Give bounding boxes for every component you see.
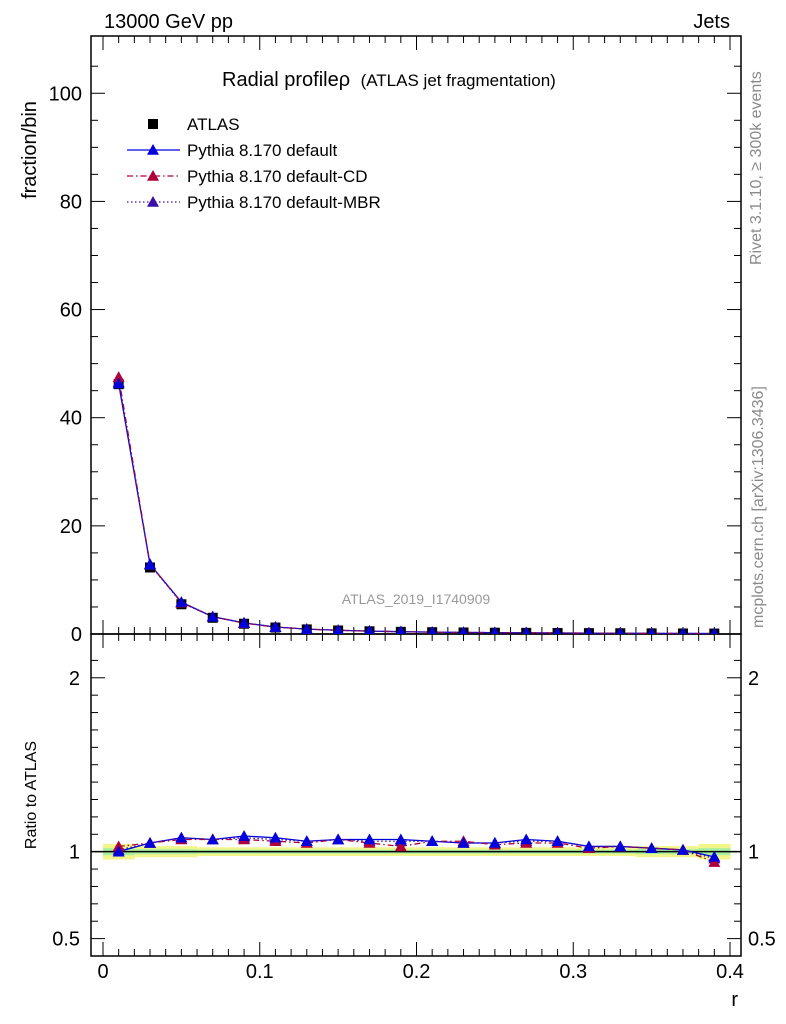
legend-marker-triangle xyxy=(147,196,159,207)
x-tick-label: 0.2 xyxy=(403,961,431,983)
mc-ratio-point xyxy=(332,833,345,845)
legend-label: ATLAS xyxy=(187,115,240,134)
mc-ratio-point xyxy=(582,840,595,852)
mc-ratio-point xyxy=(238,830,251,841)
series-line-ratio xyxy=(118,837,715,860)
y-tick-label: 20 xyxy=(60,516,82,538)
mc-data-point xyxy=(522,626,531,634)
mcplots-label: mcplots.cern.ch [arXiv:1306.3436] xyxy=(750,386,767,628)
mc-data-point xyxy=(616,627,625,634)
legend-marker-square xyxy=(148,119,158,129)
ratio-tick-label: 2 xyxy=(69,668,80,690)
mc-data-point xyxy=(647,627,656,634)
mc-ratio-point xyxy=(175,831,188,843)
mc-ratio-point xyxy=(144,836,157,848)
y-tick-label: 0 xyxy=(71,624,82,646)
ratio-tick-label: 0.5 xyxy=(52,929,80,951)
mc-data-point xyxy=(112,377,125,389)
mc-data-point xyxy=(112,371,125,382)
y-tick-label: 80 xyxy=(60,191,82,213)
mc-ratio-point xyxy=(457,836,470,848)
x-tick-label: 0.1 xyxy=(246,961,274,983)
mc-data-point xyxy=(175,596,188,607)
legend-marker-triangle xyxy=(147,170,159,181)
mc-ratio-point xyxy=(488,836,501,848)
mc-ratio-point xyxy=(300,835,313,847)
mc-ratio-point xyxy=(551,835,564,847)
rivet-label: Rivet 3.1.10, ≥ 300k events xyxy=(748,71,765,265)
mc-ratio-point xyxy=(676,843,689,855)
chart-title: Radial profileρ (ATLAS jet fragmentation… xyxy=(222,69,556,91)
legend-label: Pythia 8.170 default xyxy=(187,141,338,160)
ratio-axis-label: Ratio to ATLAS xyxy=(23,741,40,849)
mc-data-point xyxy=(396,625,406,634)
y-tick-label: 60 xyxy=(60,300,82,322)
mc-ratio-point xyxy=(520,833,533,845)
mc-ratio-point xyxy=(426,835,439,847)
mc-ratio-point xyxy=(394,840,407,852)
mc-data-point xyxy=(206,610,219,622)
legend: ATLAS Pythia 8.170 default Pythia 8.170 de… xyxy=(127,115,381,212)
ratio-tick-label: 1 xyxy=(69,842,80,864)
series-line-main xyxy=(118,381,715,634)
analysis-watermark: ATLAS_2019_I1740909 xyxy=(342,591,491,607)
ratio-plot-frame xyxy=(90,633,742,957)
mc-data-point xyxy=(553,626,562,634)
mc-data-point xyxy=(679,627,687,634)
ratio-data-layer xyxy=(112,830,721,867)
mc-ratio-point xyxy=(112,845,125,857)
mc-data-point xyxy=(300,623,313,634)
mc-data-point xyxy=(710,627,718,634)
mc-ratio-point xyxy=(269,831,282,843)
chart-title-main: Radial profileρ xyxy=(222,69,350,91)
mc-ratio-point xyxy=(645,842,658,853)
header-energy-label: 13000 GeV pp xyxy=(104,11,233,33)
legend-label: Pythia 8.170 default-CD xyxy=(187,167,368,186)
legend-label: Pythia 8.170 default-MBR xyxy=(187,193,381,212)
x-tick-label: 0.4 xyxy=(716,961,744,983)
mc-data-point xyxy=(238,616,251,628)
mc-data-point xyxy=(364,625,375,634)
mc-data-point xyxy=(459,626,468,634)
mc-ratio-point xyxy=(363,833,376,845)
mc-data-point xyxy=(427,626,437,634)
mc-ratio-point xyxy=(394,833,407,845)
uncertainty-bands xyxy=(91,843,741,860)
mc-ratio-point xyxy=(206,833,219,845)
mc-data-point xyxy=(585,627,593,634)
main-data-layer xyxy=(112,371,720,634)
x-tick-label: 0.3 xyxy=(559,961,587,983)
ratio-tick-label-right: 2 xyxy=(748,668,759,690)
chart-subtitle: (ATLAS jet fragmentation) xyxy=(361,71,556,90)
mc-data-point xyxy=(490,626,499,634)
mc-ratio-point xyxy=(708,850,721,862)
y-tick-label: 40 xyxy=(60,408,82,430)
y-axis-label: fraction/bin xyxy=(19,101,41,199)
x-tick-label: 0 xyxy=(97,961,108,983)
y-tick-label: 100 xyxy=(49,83,82,105)
axis-ticks: 0 0.1 0.2 0.3 0.4 0 20 40 60 80 100 0.5 0.5 1 1 2 2 xyxy=(49,36,776,983)
header-process-label: Jets xyxy=(693,11,730,33)
x-axis-label: r xyxy=(731,989,738,1011)
ratio-tick-label-right: 0.5 xyxy=(748,929,776,951)
ratio-tick-label-right: 1 xyxy=(748,842,759,864)
mc-data-point xyxy=(332,624,344,634)
mc-data-point xyxy=(269,621,282,632)
mc-data-point xyxy=(144,558,157,570)
legend-marker-triangle xyxy=(147,144,159,155)
mc-ratio-point xyxy=(614,840,627,852)
